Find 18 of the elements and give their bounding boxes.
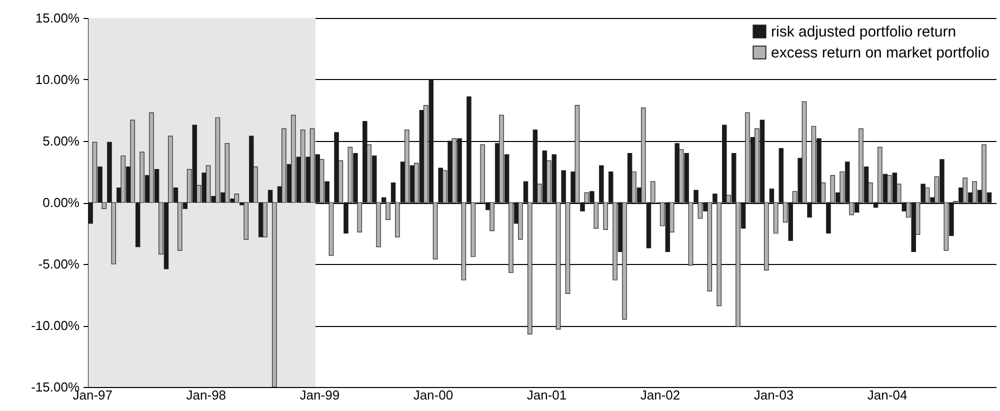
x-tick-label: Jan-00: [413, 388, 454, 402]
legend-label: risk adjusted portfolio return: [771, 24, 956, 40]
legend-label: excess return on market portfolio: [771, 44, 990, 62]
x-tick-label: Jan-03: [754, 388, 794, 402]
bar: [224, 143, 230, 203]
x-tick-label: Jan-98: [186, 388, 226, 402]
y-tick-label: 10.00%: [35, 72, 80, 87]
x-tick-label: Jan-04: [867, 388, 908, 402]
x-tick-label: Jan-99: [300, 388, 340, 402]
y-tick-label: -15.00%: [31, 380, 80, 394]
y-tick-label: 0.00%: [42, 195, 80, 210]
y-tick-label: 15.00%: [35, 10, 80, 26]
x-tick-label: Jan-01: [526, 388, 567, 402]
x-tick-label: Jan-02: [640, 388, 680, 402]
y-tick-label: 5.00%: [42, 134, 80, 148]
y-tick-label: -10.00%: [31, 318, 80, 333]
bar: [234, 194, 240, 203]
y-tick-label: -5.00%: [38, 256, 80, 272]
